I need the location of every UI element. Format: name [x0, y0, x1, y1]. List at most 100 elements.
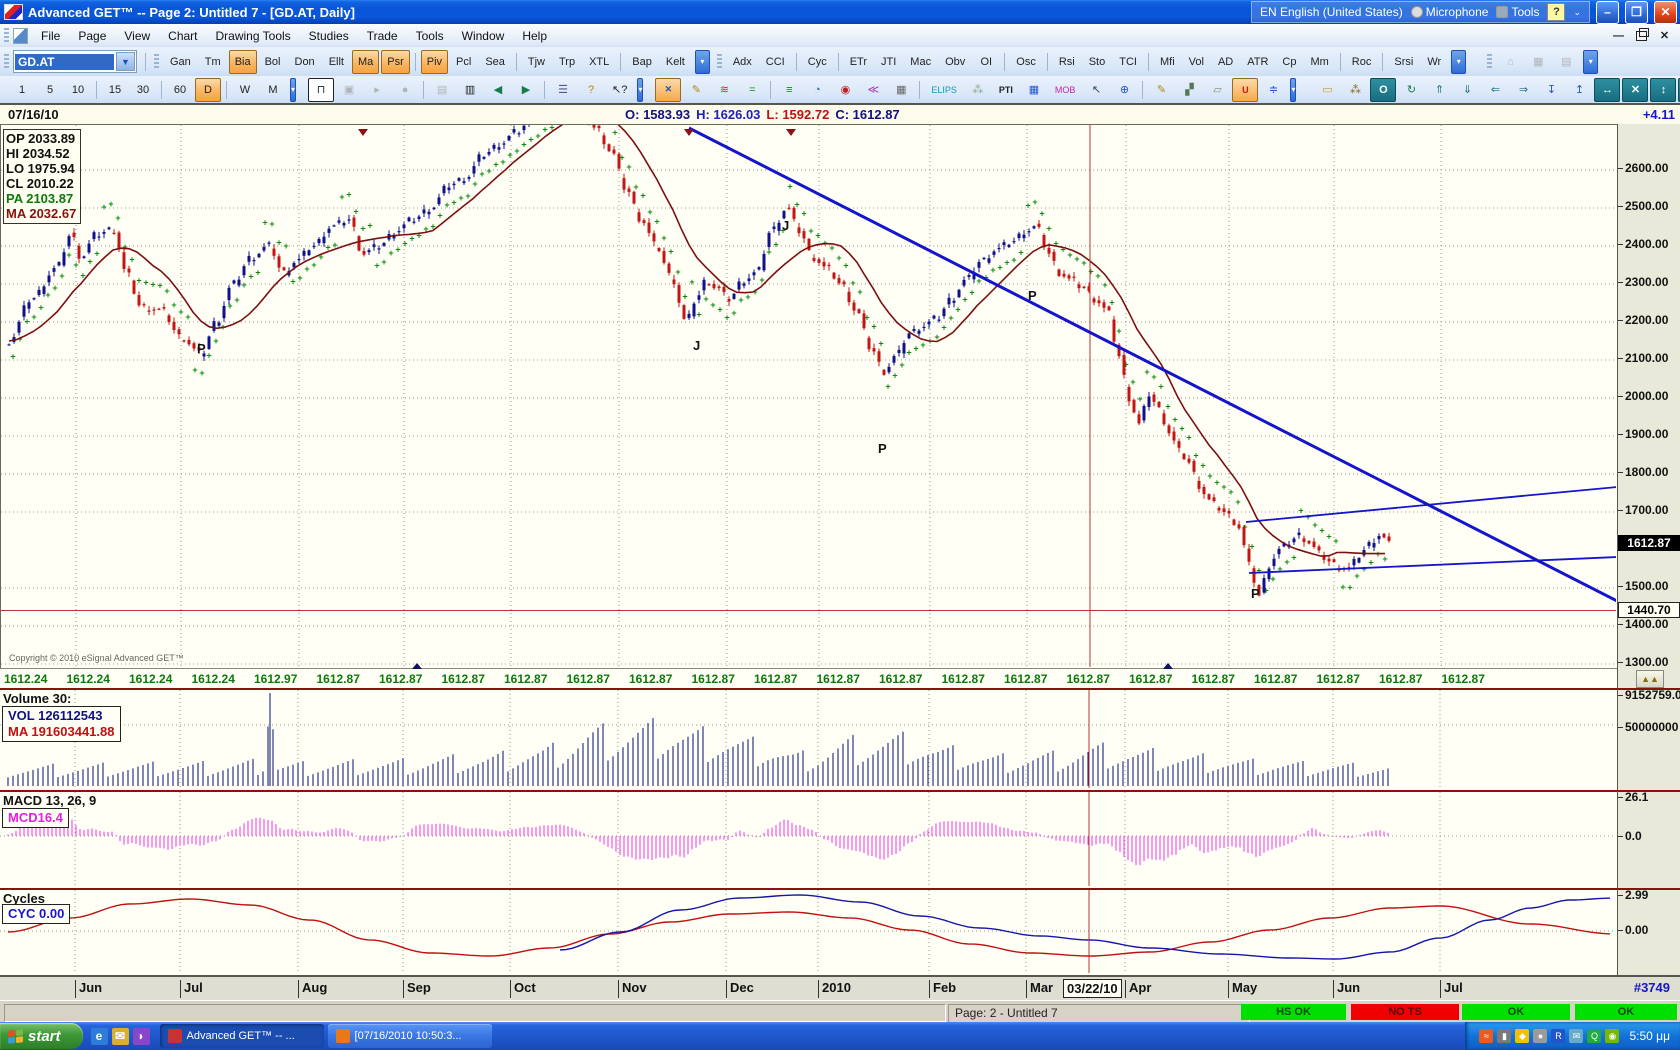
nvidia-icon[interactable]: ◉	[1605, 1029, 1620, 1043]
mdi-restore-button[interactable]	[1634, 27, 1649, 42]
compress-icon[interactable]: ≍	[1678, 77, 1680, 102]
study-button-ma[interactable]: Ma	[351, 49, 380, 74]
interval-button-10[interactable]: 10	[71, 83, 85, 96]
toolbar-grip[interactable]	[716, 53, 722, 70]
elliott-waves-icon[interactable]: ≋	[719, 84, 729, 96]
context-help-icon[interactable]: ↖?	[612, 84, 628, 96]
cycles-plot[interactable]: Cycles CYC 0.00	[0, 888, 1617, 977]
pencil-tool-icon[interactable]: ✎	[691, 84, 701, 96]
handset-icon[interactable]: ▮	[1497, 1029, 1512, 1043]
study-button-trp[interactable]: Trp	[559, 55, 576, 68]
crosshair-tool-icon[interactable]: ✕	[655, 77, 682, 102]
menu-window[interactable]: Window	[461, 28, 505, 43]
help-icon[interactable]: ?	[587, 83, 595, 96]
menu-tools[interactable]: Tools	[415, 28, 444, 43]
four-pages-icon[interactable]: ▞	[1185, 84, 1194, 96]
date-axis[interactable]: #3749 Jun Jul Aug Sep Oct Nov Dec 2010 Feb Mar Apr…	[0, 975, 1680, 1002]
study-button-vol[interactable]: Vol	[1188, 55, 1204, 68]
shield-icon[interactable]: ◆	[1515, 1029, 1530, 1043]
study-button-mac[interactable]: Mac	[910, 55, 932, 68]
interval-button-60[interactable]: 60	[173, 83, 187, 96]
forward-icon[interactable]: ▶	[521, 84, 531, 96]
zoom-icon[interactable]: ⊕	[1119, 84, 1130, 96]
toolbar-overflow-button[interactable]: ▾	[637, 77, 644, 102]
reader-icon[interactable]: R	[1551, 1029, 1566, 1043]
language-help-button[interactable]: ?	[1547, 3, 1566, 21]
menu-file[interactable]: File	[41, 28, 61, 43]
target-circle-icon[interactable]: ◉	[840, 84, 851, 96]
study-button-bol[interactable]: Bol	[264, 55, 281, 68]
mob-icon[interactable]: MOB	[1054, 84, 1076, 95]
fan-lines-icon[interactable]: ≪	[867, 84, 880, 96]
menu-chart[interactable]: Chart	[168, 28, 198, 43]
ellipse-tool-icon[interactable]: ELIPS	[931, 84, 957, 95]
trendlines-icon[interactable]: ≡	[786, 83, 793, 96]
lock-icon[interactable]: ▣	[343, 84, 355, 96]
start-button[interactable]: start	[0, 1023, 83, 1049]
menu-studies[interactable]: Studies	[308, 28, 349, 43]
page-icon[interactable]: ▤	[436, 84, 448, 96]
print-icon[interactable]: ☰	[558, 84, 568, 96]
study-button-roc[interactable]: Roc	[1351, 55, 1372, 68]
grid-blue-icon[interactable]: ▦	[1028, 84, 1040, 96]
arrow-left-icon[interactable]: ⇐	[1490, 84, 1501, 96]
fit-chart-icon[interactable]: ✕	[1622, 77, 1649, 102]
grid-icon[interactable]: ▦	[896, 84, 907, 96]
menu-trade[interactable]: Trade	[366, 28, 398, 43]
study-button-bap[interactable]: Bap	[632, 55, 652, 68]
copy-page-icon[interactable]: ▱	[1213, 84, 1222, 96]
pin-down-icon[interactable]: ↧	[1546, 84, 1557, 96]
outlook-icon[interactable]: ✉	[111, 1027, 129, 1045]
expand-vertical-icon[interactable]: ↕	[1650, 77, 1677, 102]
mdi-minimize-button[interactable]: —	[1613, 29, 1624, 42]
pin-up-icon[interactable]: ↥	[1574, 84, 1585, 96]
study-button-cci[interactable]: CCI	[765, 55, 785, 68]
volume-plot[interactable]: Volume 30: VOL 126112543 MA 191603441.88	[0, 688, 1617, 792]
callout-icon[interactable]: ●	[401, 83, 409, 96]
study-button-mm[interactable]: Mm	[1310, 55, 1329, 68]
taskbar-task-button[interactable]: [07/16/2010 10:50:3...	[327, 1024, 492, 1048]
toolbar-grip[interactable]	[1487, 53, 1493, 70]
calculator-icon[interactable]: ▦	[1533, 56, 1544, 68]
microphone-label[interactable]: Microphone	[1425, 5, 1489, 19]
language-options-chevron[interactable]: ⌄	[1573, 6, 1581, 17]
interval-button-w[interactable]: W	[239, 83, 251, 96]
menu-page[interactable]: Page	[78, 28, 107, 43]
study-button-adx[interactable]: Adx	[732, 55, 752, 68]
price-axis[interactable]: 2600.00 2500.00 2400.00 2300.00 2200.00 2100.…	[1617, 124, 1680, 688]
toolbar-overflow-button[interactable]: ▾	[1290, 77, 1297, 102]
back-icon[interactable]: ◀	[493, 84, 503, 96]
mail-icon[interactable]: ✉	[1569, 1029, 1584, 1043]
toolbar-overflow-button[interactable]: ▾	[290, 77, 297, 102]
restore-button[interactable]: ❒	[1625, 0, 1648, 24]
circle-o-icon[interactable]: O	[1370, 77, 1397, 102]
time-clock-icon[interactable]: ◔	[814, 83, 821, 96]
language-tools-label[interactable]: Tools	[1511, 5, 1540, 19]
macd-axis[interactable]: 26.1 0.0	[1617, 790, 1680, 890]
cycles-panel[interactable]: Cycles CYC 0.00 2.99 0.00	[0, 888, 1680, 977]
pti-icon[interactable]: PTI	[998, 84, 1013, 95]
study-button-sto[interactable]: Sto	[1088, 55, 1106, 68]
interval-button-15[interactable]: 15	[108, 83, 122, 96]
study-button-piv[interactable]: Piv	[420, 49, 449, 74]
symbol-combobox[interactable]: GD.AT ▼	[13, 50, 137, 73]
study-button-tjw[interactable]: Tjw	[527, 55, 545, 68]
study-button-etr[interactable]: ETr	[849, 55, 868, 68]
study-button-osc[interactable]: Osc	[1016, 55, 1036, 68]
study-button-xtl[interactable]: XTL	[589, 55, 610, 68]
xtl-sticks-icon[interactable]: ⁂	[972, 84, 984, 96]
language-indicator[interactable]: EN English (United States)	[1260, 5, 1403, 19]
expand-horizontal-icon[interactable]: ↔	[1594, 77, 1621, 102]
chart-page-icon[interactable]: ▤	[1561, 56, 1572, 68]
delete-icon[interactable]: ▥	[464, 84, 476, 96]
arrow-up-icon[interactable]: ⇑	[1434, 84, 1445, 96]
internet-explorer-icon[interactable]: e	[90, 1027, 108, 1045]
minimize-button[interactable]: –	[1596, 0, 1619, 24]
mdi-close-button[interactable]: ✕	[1659, 30, 1670, 42]
volume-panel[interactable]: Volume 30: VOL 126112543 MA 191603441.88…	[0, 688, 1680, 792]
interval-button-30[interactable]: 30	[136, 83, 150, 96]
price-plot[interactable]: + + + + + + + + + + + + + + + + + + + + + + + + + + + + + + + + + + + + + + + +…	[0, 124, 1618, 670]
arrow-down-icon[interactable]: ⇓	[1462, 84, 1473, 96]
macd-plot[interactable]: MACD 13, 26, 9 MCD16.4	[0, 790, 1617, 890]
menu-grip[interactable]	[4, 27, 9, 44]
